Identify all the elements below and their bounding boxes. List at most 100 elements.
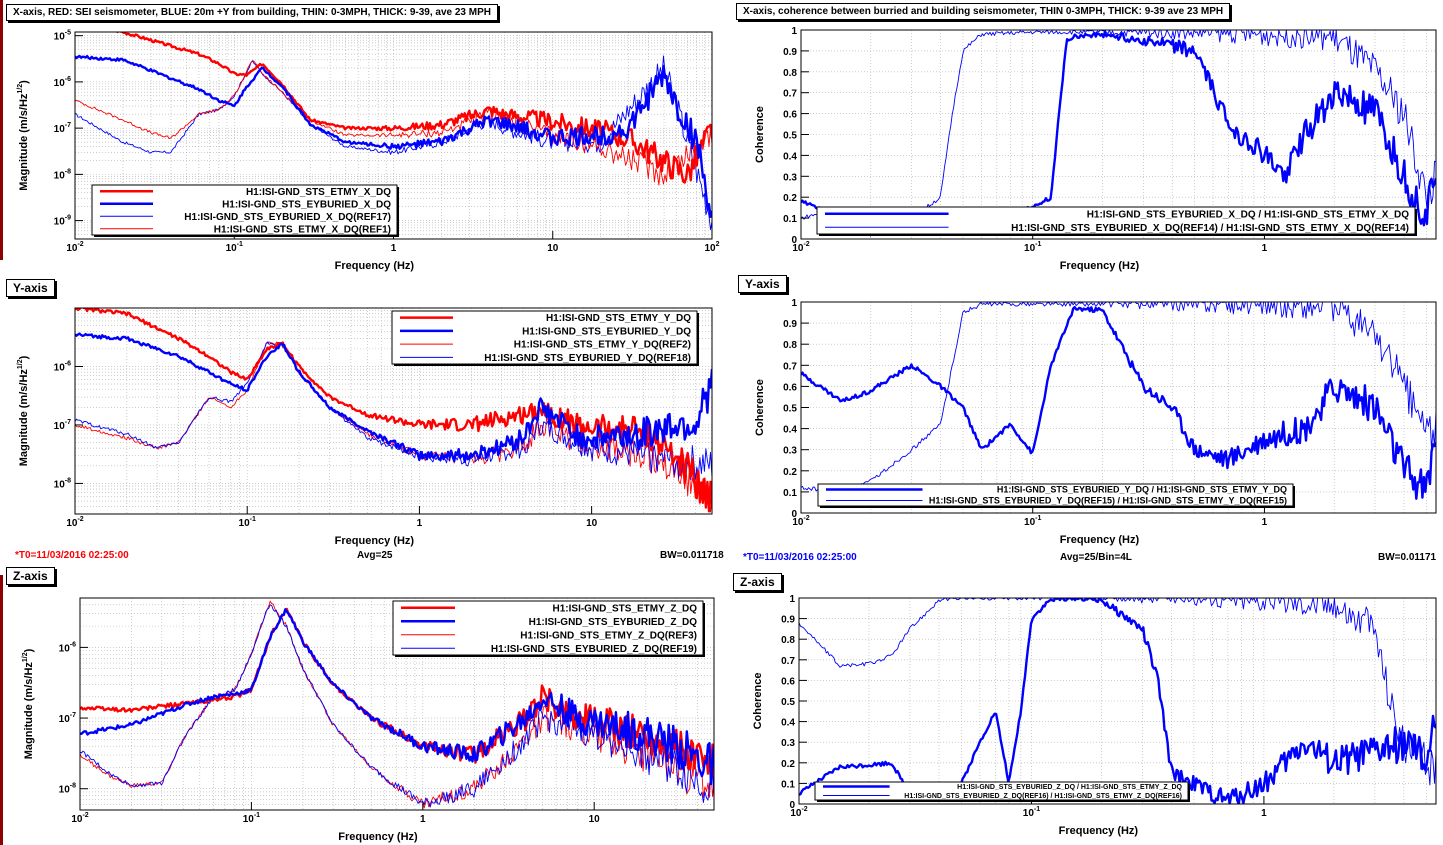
coherence-x-chart: 10-2 10-1 1 0 0.1 0.2 0.3 0.4 0.5 0.6 0.7 0.8 0.9 1 Fr… bbox=[754, 26, 1437, 272]
x-tick-label: 1 bbox=[420, 814, 426, 825]
plot-area bbox=[801, 302, 1436, 513]
series-group bbox=[75, 308, 712, 513]
right-title: X-axis, coherence between burried and bu… bbox=[736, 3, 1231, 20]
x-tick-label: 10-2 bbox=[790, 806, 807, 819]
x-tick-label: 10-2 bbox=[71, 812, 88, 825]
legend-label: H1:ISI-GND_STS_ETMY_Y_DQ bbox=[546, 313, 691, 324]
y-axis-label: Coherence bbox=[752, 673, 764, 730]
legend-label: H1:ISI-GND_STS_EYBURIED_X_DQ / H1:ISI-GN… bbox=[1087, 209, 1410, 220]
series-line-2 bbox=[75, 55, 712, 231]
y-tick-label: 0.7 bbox=[783, 89, 797, 100]
z-axis-tag-left: Z-axis bbox=[6, 567, 55, 585]
x-tick-label: 10 bbox=[589, 814, 601, 825]
legend-label: H1:ISI-GND_STS_EYBURIED_Y_DQ / H1:ISI-GN… bbox=[997, 485, 1287, 495]
x-tick-label: 10-1 bbox=[1023, 806, 1040, 819]
y-tick-label: 0.1 bbox=[783, 488, 797, 499]
y-tick-label: 0.7 bbox=[781, 656, 795, 667]
legend-label: H1:ISI-GND_STS_ETMY_Z_DQ(REF3) bbox=[520, 630, 697, 641]
x-axis-label: Frequency (Hz) bbox=[1059, 825, 1139, 837]
bw-left: BW=0.011718 bbox=[660, 550, 724, 561]
legend-label: H1:ISI-GND_STS_EYBURIED_X_DQ(REF14) / H1… bbox=[1011, 223, 1409, 234]
y-axis-label: Coherence bbox=[754, 379, 766, 436]
t0-right: *T0=11/03/2016 02:25:00 bbox=[743, 552, 857, 563]
magnitude-y-chart: 10-2 10-1 1 10 10-8 10-7 10-6 Frequency (Hz) Mag… bbox=[17, 307, 713, 547]
x-tick-label: 10-2 bbox=[66, 241, 83, 254]
y-axis-tag-left: Y-axis bbox=[6, 279, 55, 297]
y-tick-label: 1 bbox=[789, 594, 795, 605]
legend-label: H1:ISI-GND_STS_ETMY_X_DQ(REF1) bbox=[214, 224, 391, 235]
y-axis-tag-right: Y-axis bbox=[738, 275, 787, 293]
legend: H1:ISI-GND_STS_EYBURIED_Y_DQ / H1:ISI-GN… bbox=[817, 483, 1295, 508]
y-tick-label: 0.3 bbox=[781, 738, 795, 749]
y-tick-label: 10-6 bbox=[54, 360, 71, 373]
legend: H1:ISI-GND_STS_EYBURIED_Z_DQ / H1:ISI-GN… bbox=[814, 781, 1190, 802]
legend: H1:ISI-GND_STS_EYBURIED_X_DQ / H1:ISI-GN… bbox=[816, 206, 1417, 236]
y-tick-label: 0.5 bbox=[783, 404, 797, 415]
y-tick-label: 0 bbox=[791, 509, 797, 520]
x-tick-label: 1 bbox=[1261, 808, 1267, 819]
plot-frame bbox=[74, 307, 713, 515]
series-line-1 bbox=[75, 54, 712, 219]
series-line-1 bbox=[75, 332, 712, 464]
x-tick-label: 1 bbox=[417, 518, 423, 529]
y-axis-label: Magnitude (m/s/Hz1/2) bbox=[22, 648, 35, 759]
x-tick-label: 10-1 bbox=[1024, 241, 1041, 254]
y-tick-label: 0.4 bbox=[783, 151, 797, 162]
y-tick-label: 0.2 bbox=[783, 193, 797, 204]
y-tick-label: 0.9 bbox=[783, 319, 797, 330]
y-tick-label: 1 bbox=[791, 26, 797, 37]
x-tick-label: 1 bbox=[391, 243, 397, 254]
y-tick-label: 0 bbox=[789, 800, 795, 811]
y-tick-label: 10-8 bbox=[59, 783, 76, 796]
y-tick-label: 0.9 bbox=[783, 47, 797, 58]
legend-label: H1:ISI-GND_STS_EYBURIED_Y_DQ(REF18) bbox=[484, 353, 691, 364]
series-group bbox=[801, 302, 1436, 500]
y-tick-label: 0.8 bbox=[783, 68, 797, 79]
y-tick-label: 0.5 bbox=[781, 697, 795, 708]
x-axis-label: Frequency (Hz) bbox=[338, 831, 418, 843]
series-group bbox=[75, 32, 712, 231]
legend: H1:ISI-GND_STS_ETMY_X_DQH1:ISI-GND_STS_E… bbox=[91, 184, 399, 237]
y-tick-label: 0.3 bbox=[783, 172, 797, 183]
series-line-1 bbox=[799, 598, 1436, 786]
y-tick-label: 10-5 bbox=[54, 30, 71, 43]
x-axis-label: Frequency (Hz) bbox=[335, 535, 415, 547]
y-tick-label: 10-8 bbox=[54, 477, 71, 490]
y-axis-label: Magnitude (m/s/Hz1/2) bbox=[17, 80, 30, 191]
legend-label: H1:ISI-GND_STS_ETMY_Z_DQ bbox=[553, 603, 698, 614]
y-tick-label: 0.2 bbox=[783, 467, 797, 478]
legend-label: H1:ISI-GND_STS_EYBURIED_X_DQ(REF17) bbox=[184, 212, 391, 223]
legend-label: H1:ISI-GND_STS_EYBURIED_Z_DQ bbox=[529, 617, 698, 628]
z-axis-tag-right: Z-axis bbox=[733, 573, 782, 591]
legend: H1:ISI-GND_STS_ETMY_Y_DQ H1:ISI-GND_STS_E… bbox=[391, 310, 699, 366]
y-tick-label: 10-7 bbox=[59, 712, 76, 725]
magnitude-x-chart: 10-2 10-1 1 10 102 10-9 10-8 10-7 10-6 10-5 Freque… bbox=[17, 30, 720, 272]
legend-label: H1:ISI-GND_STS_EYBURIED_Y_DQ(REF15) / H1… bbox=[929, 496, 1287, 506]
x-tick-label: 10-1 bbox=[226, 241, 243, 254]
avg-left: Avg=25 bbox=[357, 550, 393, 561]
y-tick-label: 10-7 bbox=[54, 122, 71, 135]
y-tick-label: 0.6 bbox=[781, 676, 795, 687]
y-tick-label: 0.1 bbox=[783, 214, 797, 225]
x-tick-label: 102 bbox=[704, 241, 719, 254]
coherence-y-chart: 10-2 10-1 1 0 0.1 0.2 0.3 0.4 0.5 0.6 0.7 0.8 0.9 1 Fr… bbox=[754, 298, 1437, 546]
series-line-3 bbox=[75, 341, 712, 481]
x-tick-label: 10-2 bbox=[66, 516, 83, 529]
y-tick-label: 10-6 bbox=[54, 76, 71, 89]
x-tick-label: 1 bbox=[1262, 517, 1268, 528]
bw-right: BW=0.01171 bbox=[1378, 552, 1437, 563]
left-edge-marker-top bbox=[0, 0, 3, 260]
y-tick-label: 0.4 bbox=[781, 718, 795, 729]
y-tick-label: 10-8 bbox=[54, 168, 71, 181]
y-tick-label: 0.8 bbox=[781, 635, 795, 646]
x-axis-label: Frequency (Hz) bbox=[1060, 260, 1140, 272]
y-tick-label: 0.8 bbox=[783, 340, 797, 351]
plot-frame bbox=[79, 597, 715, 811]
series-line-0 bbox=[801, 305, 1436, 500]
left-edge-marker-bottom bbox=[0, 575, 3, 845]
y-tick-label: 0.7 bbox=[783, 361, 797, 372]
legend: H1:ISI-GND_STS_ETMY_Z_DQ H1:ISI-GND_STS_E… bbox=[392, 600, 705, 657]
y-tick-label: 0.3 bbox=[783, 446, 797, 457]
legend-label: H1:ISI-GND_STS_EYBURIED_Y_DQ bbox=[522, 326, 691, 337]
x-tick-label: 1 bbox=[1262, 243, 1268, 254]
